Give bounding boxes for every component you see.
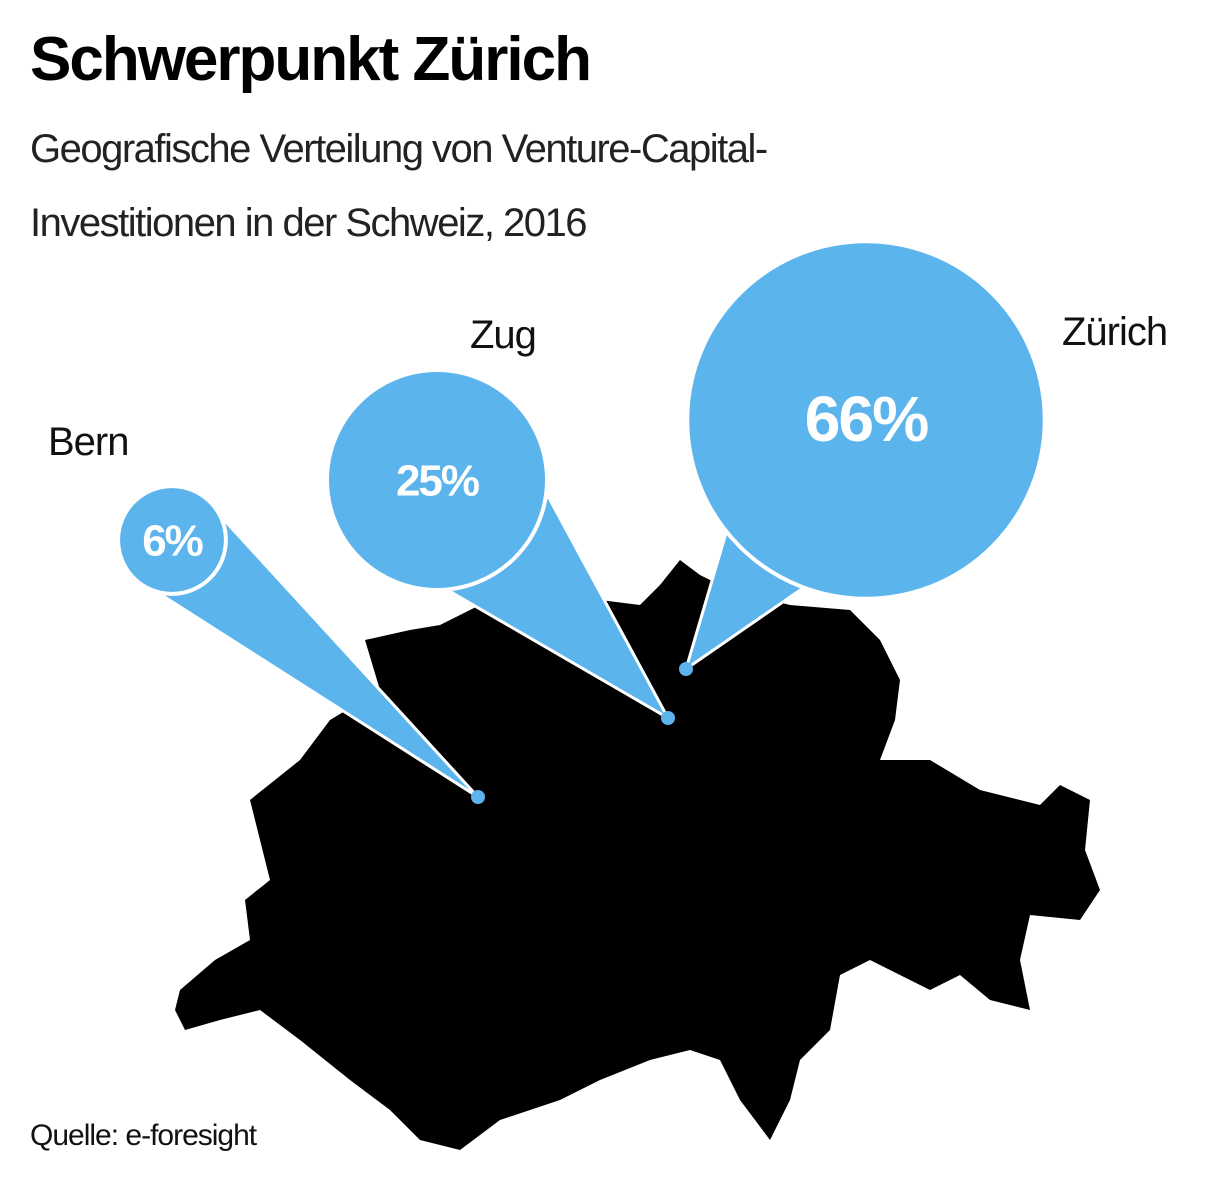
chart-subtitle: Geografische Verteilung von Venture-Capi… bbox=[30, 127, 767, 171]
category-label: Zug bbox=[470, 313, 536, 357]
city-dot bbox=[661, 711, 675, 725]
value-label: 25% bbox=[396, 457, 479, 506]
chart-title: Schwerpunkt Zürich bbox=[30, 25, 590, 94]
city-dot bbox=[679, 662, 693, 676]
switzerland-map bbox=[175, 560, 1100, 1150]
bubble bbox=[685, 239, 1047, 601]
chart-subtitle: Investitionen in der Schweiz, 2016 bbox=[30, 201, 586, 245]
bubble bbox=[325, 368, 549, 592]
bubbles: 6% Bern 25% Zug 66% Zürich bbox=[48, 239, 1168, 804]
source: Quelle: e-foresight bbox=[30, 1119, 258, 1152]
category-label: Zürich bbox=[1062, 310, 1167, 354]
value-label: 6% bbox=[142, 517, 202, 566]
category-label: Bern bbox=[48, 420, 129, 464]
bubble bbox=[116, 484, 228, 596]
city-dot bbox=[471, 790, 485, 804]
value-label: 66% bbox=[805, 383, 929, 455]
